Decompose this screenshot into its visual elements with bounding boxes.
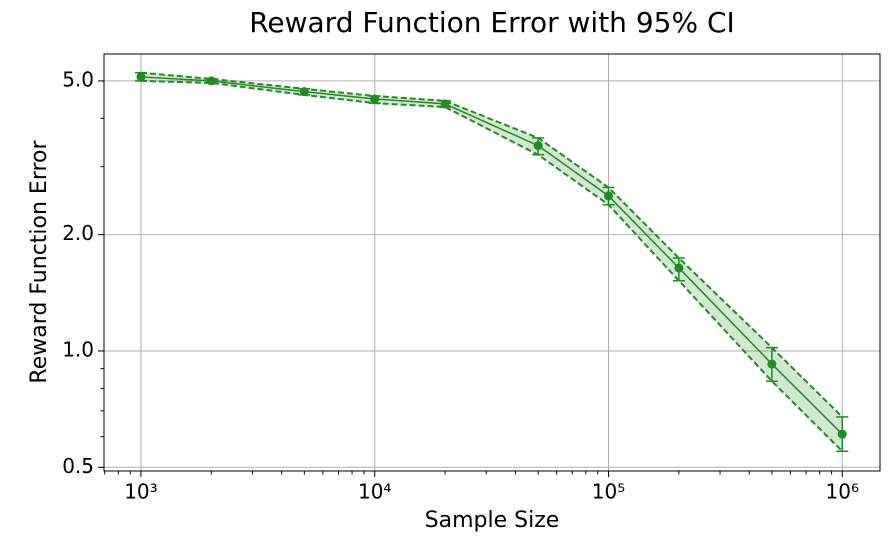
ci-line [140,71,843,418]
y-tick-label: 2.0 [62,221,94,245]
point [767,359,777,369]
x-axis-label: Sample Size [425,508,560,533]
point [370,94,380,104]
x-tick-label: 10³ [124,480,157,504]
point [440,99,450,109]
point [206,76,216,86]
point [533,141,543,151]
point [136,72,146,82]
point [837,429,847,439]
line [140,76,843,435]
y-tick-label: 0.5 [62,454,94,478]
x-tick-label: 10⁶ [826,480,859,504]
point [674,263,684,273]
point [603,191,613,201]
ci-line [140,79,843,452]
x-tick-label: 10⁵ [592,480,625,504]
x-tick-label: 10⁴ [358,480,391,504]
point [299,87,309,97]
y-axis-label: Reward Function Error [27,139,52,383]
ci-band [140,72,843,452]
y-tick-label: 5.0 [62,67,94,91]
y-tick-label: 1.0 [62,337,94,361]
chart-title: Reward Function Error with 95% CI [249,6,735,39]
plot-frame [103,53,881,472]
